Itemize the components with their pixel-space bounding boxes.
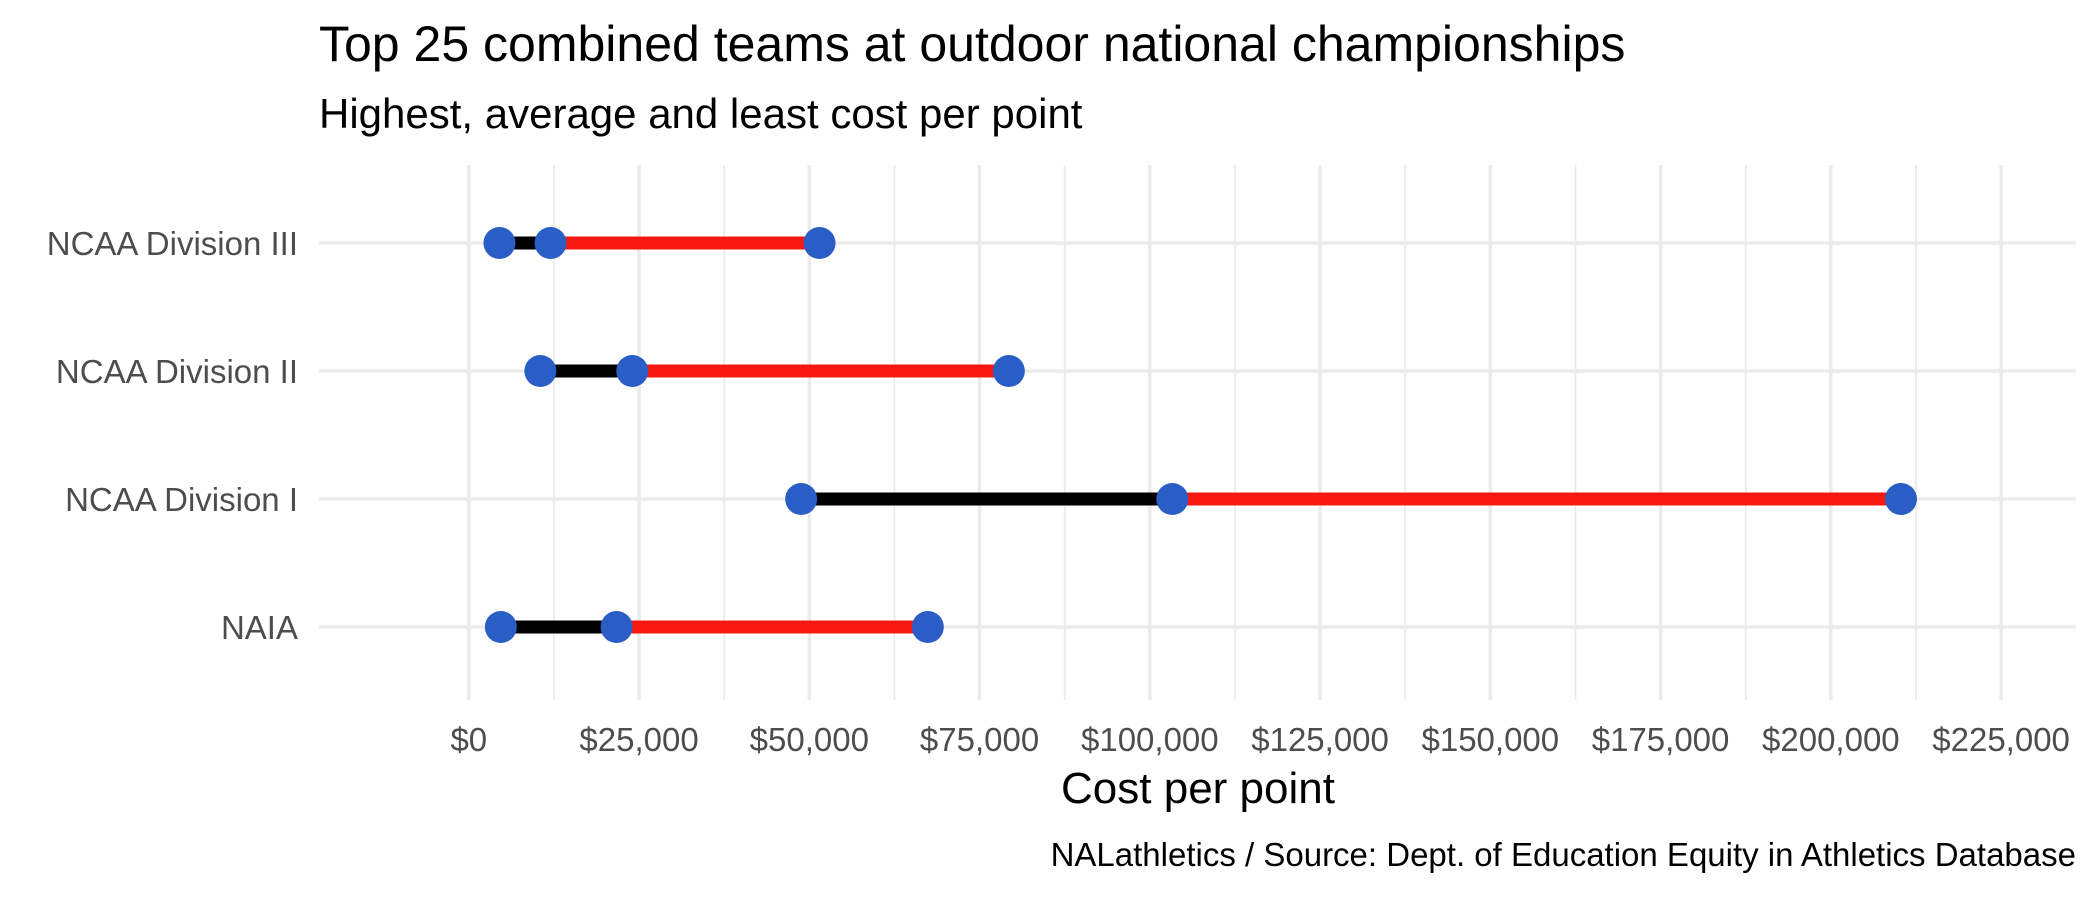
range-segments [499, 236, 1901, 634]
highest-point [992, 355, 1025, 387]
x-tick-label: $50,000 [750, 721, 869, 758]
x-tick-label: $75,000 [920, 721, 1039, 758]
chart-subtitle: Highest, average and least cost per poin… [319, 90, 1083, 137]
category-label: NCAA Division I [65, 481, 298, 518]
average-point [1156, 483, 1189, 515]
x-axis-title: Cost per point [1061, 764, 1335, 813]
chart-title: Top 25 combined teams at outdoor nationa… [319, 16, 1625, 72]
least-point [484, 611, 517, 643]
average-point [534, 227, 567, 259]
data-points [483, 227, 1917, 643]
least-point [524, 355, 557, 387]
least-point [785, 483, 818, 515]
average-point [616, 355, 649, 387]
x-tick-label: $25,000 [579, 721, 698, 758]
category-label: NCAA Division III [47, 225, 298, 262]
x-tick-label: $225,000 [1932, 721, 2070, 758]
category-axis: NCAA Division III NCAA Division II NCAA Di… [47, 225, 298, 646]
x-tick-label: $175,000 [1592, 721, 1730, 758]
x-axis-ticks: $0 $25,000 $50,000 $75,000 $100,000 $125,000 $… [450, 721, 2069, 758]
least-point [483, 227, 516, 259]
highest-point [1884, 483, 1917, 515]
x-tick-label: $0 [450, 721, 487, 758]
x-tick-label: $200,000 [1762, 721, 1900, 758]
category-label: NCAA Division II [56, 353, 298, 390]
chart-caption: NALathletics / Source: Dept. of Educatio… [1051, 836, 2076, 873]
average-point [600, 611, 633, 643]
highest-point [803, 227, 836, 259]
x-tick-label: $125,000 [1251, 721, 1389, 758]
x-tick-label: $150,000 [1422, 721, 1560, 758]
x-tick-label: $100,000 [1081, 721, 1219, 758]
highest-point [911, 611, 944, 643]
category-label: NAIA [221, 609, 298, 646]
